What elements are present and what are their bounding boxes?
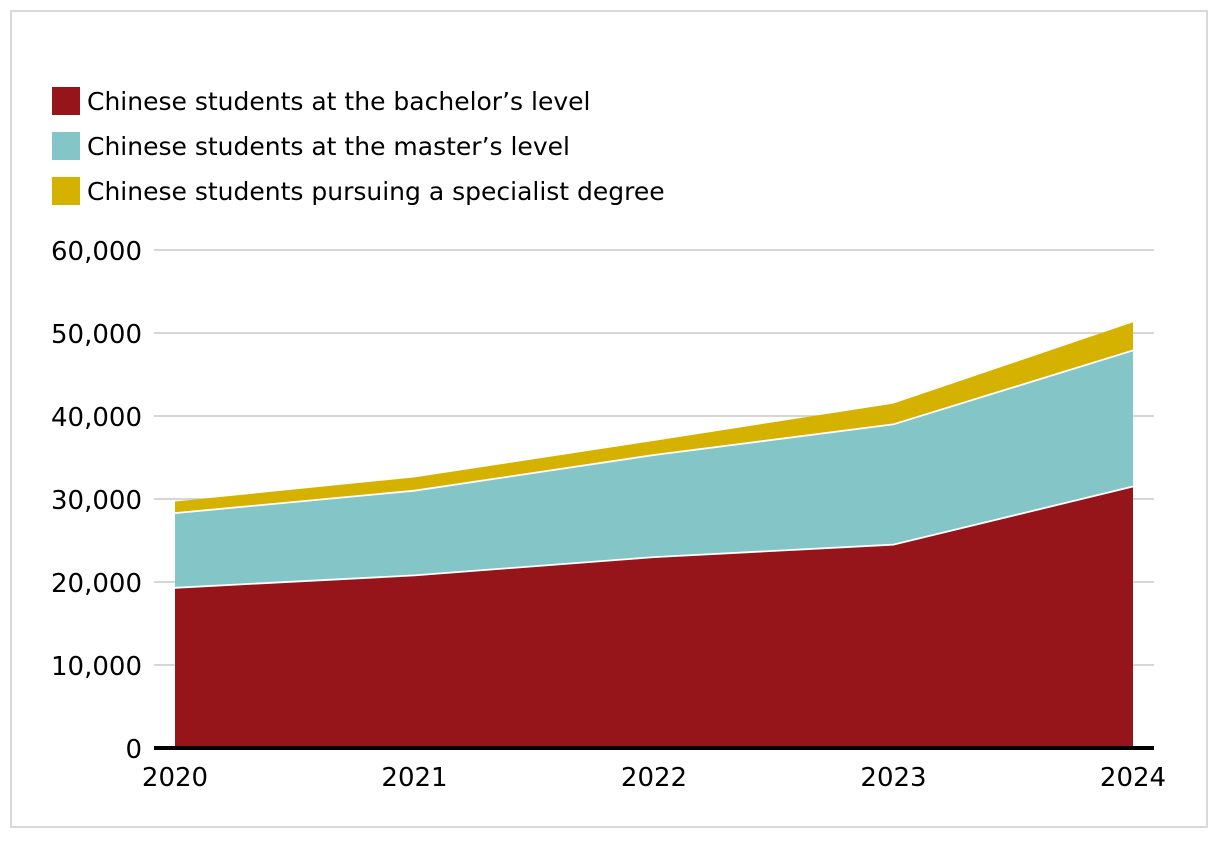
x-tick-label-4: 2024 (1100, 763, 1166, 793)
area-boundary-1 (174, 349, 1134, 515)
area-series-0 (175, 486, 1133, 748)
y-tick-label-0: 0 (125, 735, 142, 765)
legend-swatch-0 (52, 87, 80, 115)
x-axis-tick-labels: 2020 2021 2022 2023 2024 (142, 763, 1166, 793)
area-boundary-0 (174, 485, 1134, 589)
legend-label-0: Chinese students at the bachelor’s level (87, 87, 590, 116)
y-tick-label-1: 10,000 (51, 652, 142, 682)
stacked-areas (174, 322, 1134, 748)
y-tick-label-5: 50,000 (51, 320, 142, 350)
y-axis-tick-labels: 0 10,000 20,000 30,000 40,000 50,000 60,000 (51, 237, 142, 765)
y-tick-label-3: 30,000 (51, 486, 142, 516)
y-tick-label-2: 20,000 (51, 569, 142, 599)
x-tick-label-0: 2020 (142, 763, 208, 793)
y-tick-label-6: 60,000 (51, 237, 142, 267)
legend-label-1: Chinese students at the master’s level (87, 132, 570, 161)
area-series-1 (175, 350, 1133, 588)
x-tick-label-2: 2022 (621, 763, 687, 793)
y-tick-label-4: 40,000 (51, 403, 142, 433)
legend-swatch-2 (52, 177, 80, 205)
x-tick-label-1: 2021 (381, 763, 447, 793)
x-tick-label-3: 2023 (860, 763, 926, 793)
area-series-2 (175, 322, 1133, 514)
legend-swatch-1 (52, 132, 80, 160)
legend: Chinese students at the bachelor’s level… (52, 87, 665, 206)
legend-label-2: Chinese students pursuing a specialist d… (87, 177, 665, 206)
